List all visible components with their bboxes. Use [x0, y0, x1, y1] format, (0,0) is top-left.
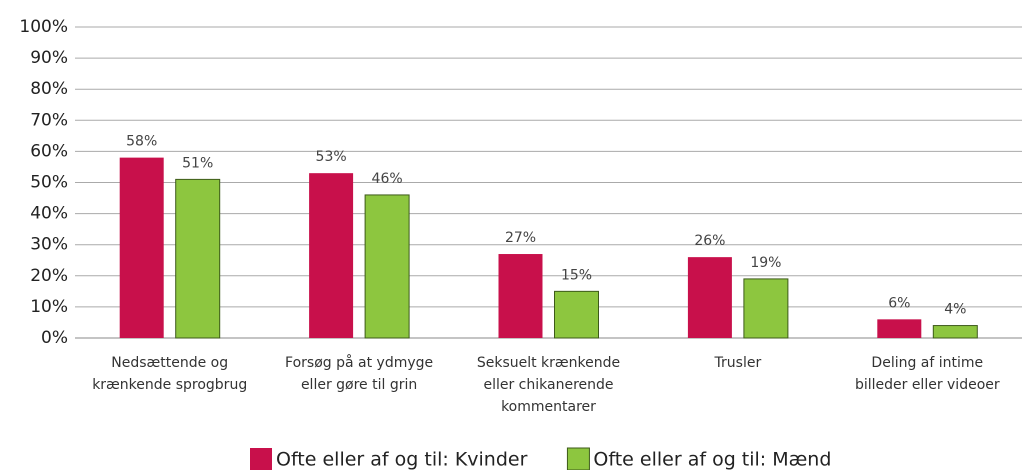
y-tick-label: 90% — [30, 48, 68, 68]
bar — [175, 178, 221, 339]
value-label: 58% — [126, 134, 157, 150]
y-tick-label: 80% — [30, 79, 68, 99]
x-tick-label: Seksuelt krænkende eller chikanerende komm… — [477, 355, 620, 415]
value-label: 15% — [561, 267, 592, 283]
y-tick-label: 50% — [30, 173, 68, 193]
x-tick-label: Deling af intime billeder eller videoer — [855, 355, 1000, 393]
value-label: 53% — [316, 149, 347, 165]
value-label: 27% — [505, 230, 536, 246]
bar — [743, 278, 789, 339]
value-label: 26% — [694, 233, 725, 249]
y-tick-label: 30% — [30, 235, 68, 255]
legend-swatch — [566, 447, 590, 470]
value-label: 6% — [888, 295, 910, 311]
legend-label: Ofte eller af og til: Kvinder — [276, 449, 528, 470]
bar — [554, 290, 599, 339]
bar — [498, 254, 543, 338]
legend-swatch — [250, 448, 272, 470]
legend-label: Ofte eller af og til: Mænd — [593, 449, 831, 470]
y-tick-label: 70% — [30, 110, 68, 130]
y-tick-label: 10% — [30, 297, 68, 317]
y-tick-label: 40% — [30, 204, 68, 224]
value-label: 51% — [182, 155, 213, 171]
bar — [309, 173, 354, 338]
bar — [364, 194, 410, 339]
y-tick-label: 20% — [30, 266, 68, 286]
x-tick-label: Nedsættende og krænkende sprogbrug — [92, 355, 247, 393]
y-tick-label: 60% — [30, 141, 68, 161]
bar — [687, 257, 732, 338]
value-label: 46% — [372, 171, 403, 187]
value-label: 19% — [750, 255, 781, 271]
y-tick-label: 0% — [41, 328, 68, 348]
value-label: 4% — [944, 302, 966, 318]
x-tick-label: Trusler — [714, 355, 762, 371]
y-tick-label: 100% — [19, 17, 68, 37]
x-tick-label: Forsøg på at ydmyge eller gøre til grin — [285, 354, 433, 393]
bar — [877, 319, 922, 338]
bar — [932, 325, 978, 339]
bar — [119, 157, 164, 338]
